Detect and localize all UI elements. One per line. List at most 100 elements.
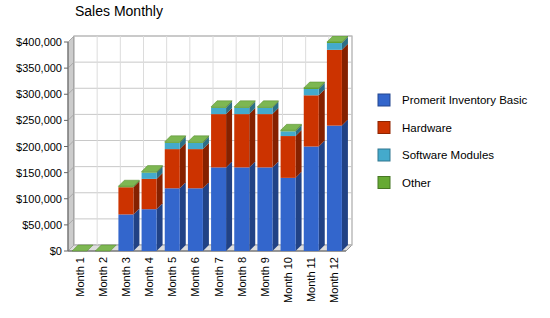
- bar-segment: [188, 188, 203, 251]
- tick: [64, 146, 68, 147]
- bar-top: [142, 166, 163, 172]
- bar-side: [226, 161, 232, 251]
- bar-segment: [327, 43, 342, 50]
- bar-segment: [118, 187, 133, 188]
- bar-side: [296, 130, 302, 178]
- bar-segment: [327, 126, 342, 251]
- tick: [64, 172, 68, 173]
- tick-label: $400,000: [16, 36, 62, 48]
- category-label: Month 3: [120, 257, 132, 297]
- bar-side: [342, 120, 348, 251]
- grid-line-wall: [68, 114, 74, 120]
- grid-line-wall: [68, 88, 74, 94]
- tick-label: $250,000: [16, 114, 62, 126]
- bar-segment: [165, 149, 180, 188]
- bar-top: [304, 82, 325, 88]
- legend-swatch: [378, 177, 390, 189]
- grid-line-wall: [68, 62, 74, 68]
- bar-segment: [281, 131, 296, 136]
- tick-label: $100,000: [16, 193, 62, 205]
- bar-side: [226, 108, 232, 167]
- bar-side: [342, 44, 348, 126]
- legend-swatch: [378, 122, 390, 134]
- bar-side: [319, 89, 325, 146]
- legend-label: Software Modules: [402, 149, 494, 161]
- bar-segment: [234, 167, 249, 251]
- bar-segment: [257, 167, 272, 251]
- legend-label: Other: [402, 177, 431, 189]
- bar-segment: [211, 108, 226, 114]
- bar-segment: [281, 136, 296, 178]
- category-label: Month 9: [259, 257, 271, 297]
- tick-label: $0: [50, 245, 62, 257]
- grid-line-wall: [68, 36, 74, 42]
- grid-line-wall: [68, 193, 74, 199]
- bar-side: [180, 182, 186, 251]
- bar-segment: [257, 114, 272, 167]
- bar-top: [327, 36, 348, 42]
- tick: [64, 94, 68, 95]
- tick: [64, 251, 68, 252]
- legend-swatch: [378, 149, 390, 161]
- bar-top: [165, 136, 186, 142]
- category-label: Month 11: [305, 257, 317, 302]
- category-label: Month 5: [166, 257, 178, 297]
- tick: [64, 198, 68, 199]
- bar-side: [180, 143, 186, 188]
- bar-segment: [188, 143, 203, 149]
- bar-side: [249, 108, 255, 167]
- bar-top: [72, 245, 93, 251]
- y-axis: [68, 42, 69, 251]
- bar-segment: [118, 187, 133, 214]
- tick-label: $200,000: [16, 141, 62, 153]
- bar-top: [281, 124, 302, 130]
- bar-segment: [142, 179, 157, 209]
- title: Sales Monthly: [75, 3, 163, 19]
- bar-segment: [118, 214, 133, 251]
- category-label: Month 1: [74, 257, 86, 297]
- bar-top: [118, 180, 139, 186]
- category-label: Month 4: [143, 257, 155, 297]
- tick: [64, 68, 68, 69]
- bar-segment: [304, 95, 319, 146]
- tick-label: $350,000: [16, 62, 62, 74]
- category-label: Month 12: [328, 257, 340, 303]
- bar-segment: [211, 167, 226, 251]
- bar-side: [272, 108, 278, 167]
- bar-side: [133, 208, 139, 251]
- bar-segment: [234, 114, 249, 167]
- category-label: Month 10: [282, 257, 294, 303]
- grid-line-wall: [68, 141, 74, 147]
- bar-side: [319, 141, 325, 252]
- category-label: Month 2: [97, 257, 109, 297]
- tick-label: $50,000: [22, 219, 62, 231]
- bar-side: [203, 182, 209, 251]
- bar-top: [257, 101, 278, 107]
- bars: [72, 36, 348, 251]
- bar-segment: [211, 114, 226, 167]
- left-wall: [68, 36, 74, 251]
- bar-side: [272, 161, 278, 251]
- tick: [64, 42, 68, 43]
- tick: [64, 224, 68, 225]
- bar-side: [157, 203, 163, 251]
- bar-segment: [188, 149, 203, 188]
- legend-label: Hardware: [402, 122, 452, 134]
- bar-side: [157, 173, 163, 209]
- legend-label: Promerit Inventory Basic: [402, 94, 528, 106]
- category-label: Month 7: [213, 257, 225, 297]
- bar-side: [249, 161, 255, 251]
- bar-segment: [165, 143, 180, 149]
- tick: [64, 120, 68, 121]
- tick-label: $300,000: [16, 88, 62, 100]
- bar-segment: [142, 209, 157, 251]
- chart: Sales Monthly $0 $50,000 $100,000 $150,000 $2…: [0, 0, 550, 318]
- category-label: Month 6: [189, 257, 201, 297]
- bar-segment: [304, 147, 319, 252]
- category-label: Month 8: [236, 257, 248, 297]
- bar-side: [203, 143, 209, 188]
- bar-segment: [165, 188, 180, 251]
- bar-segment: [281, 178, 296, 251]
- tick-label: $150,000: [16, 167, 62, 179]
- bar-side: [296, 172, 302, 251]
